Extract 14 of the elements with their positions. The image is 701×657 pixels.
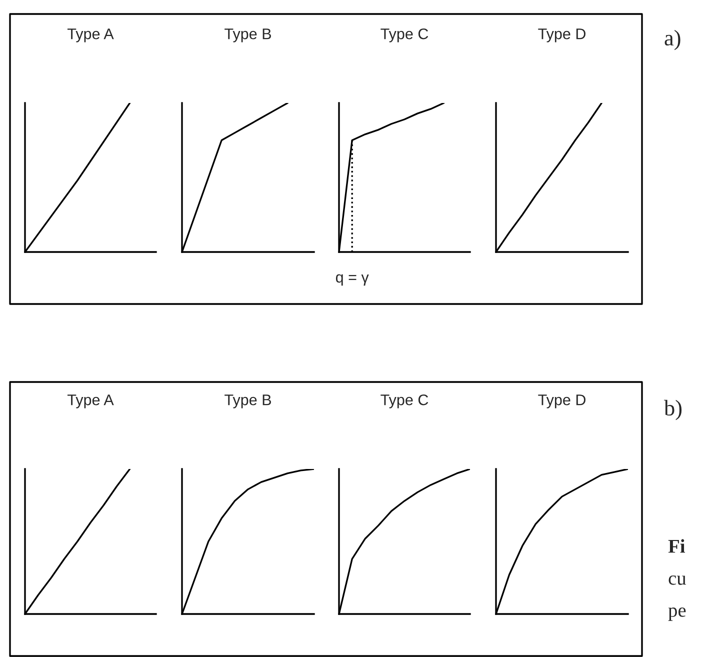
chart-title: Type B (224, 394, 271, 408)
chart-title: Type A (67, 28, 114, 42)
chart-title: Type D (538, 394, 586, 408)
chart-title: Type A (67, 394, 114, 408)
chart-title: Type D (538, 28, 586, 42)
chart-title: Type B (224, 28, 271, 42)
text: cu (668, 576, 686, 585)
text: Fi (668, 539, 685, 553)
chart-title: Type C (380, 394, 428, 408)
text: a) (664, 30, 680, 50)
text: pe (668, 608, 686, 621)
chart-title: Type C (380, 28, 428, 42)
text: q = γ (336, 274, 369, 286)
text: b) (664, 400, 682, 420)
